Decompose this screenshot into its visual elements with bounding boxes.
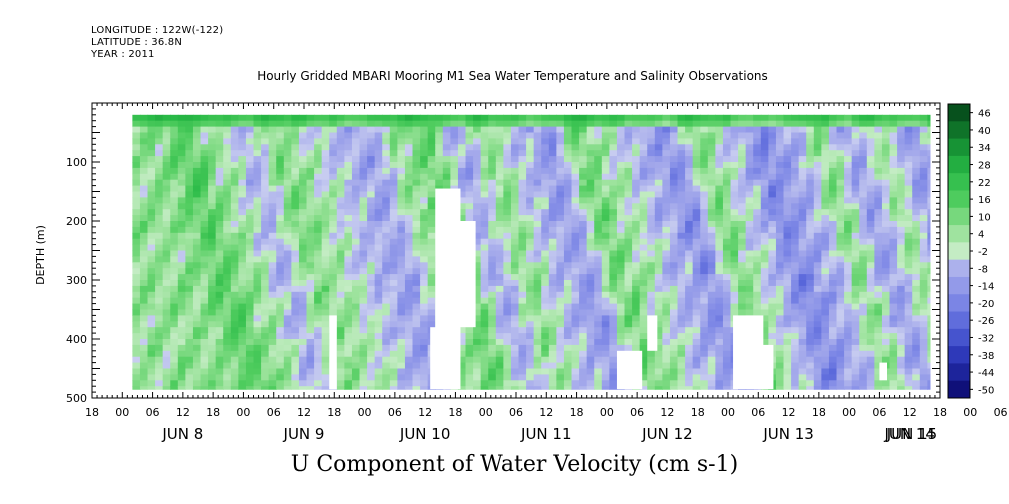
x-hour-tick-label: 18: [570, 406, 584, 419]
x-day-label: JUN 12: [641, 425, 692, 443]
x-hour-tick-label: 06: [388, 406, 402, 419]
axes: 18 00 06 12 18 00 06 12 18 00 06 12 18 00 06 12 18 00 06 12…: [66, 102, 1008, 443]
x-hour-tick-label: 06: [751, 406, 765, 419]
x-hour-tick-label: 18: [691, 406, 705, 419]
colorbar-label: -32: [978, 333, 994, 344]
x-hour-tick-label: 12: [176, 406, 190, 419]
colorbar-swatch: [948, 207, 970, 226]
colorbar-swatch: [948, 242, 970, 261]
chart-title: Hourly Gridded MBARI Mooring M1 Sea Wate…: [257, 69, 768, 83]
x-hour-tick-label: 06: [509, 406, 523, 419]
colorbar-swatch: [948, 346, 970, 364]
colorbar-label: -38: [978, 351, 994, 362]
colorbar-label: 46: [978, 109, 991, 120]
data-gap-8: [879, 362, 887, 381]
x-hour-tick-label: 00: [963, 406, 977, 419]
colorbar-swatch: [948, 104, 970, 122]
y-tick-label: 200: [66, 215, 87, 228]
colorbar-label: 40: [978, 126, 991, 137]
colorbar-swatch: [948, 328, 970, 347]
x-hour-tick-label: 00: [721, 406, 735, 419]
colorbar-label: 28: [978, 161, 991, 172]
x-hour-tick-label: 18: [448, 406, 462, 419]
colorbar-swatch: [948, 173, 970, 191]
colorbar-label: 34: [978, 143, 991, 154]
data-gaps: [329, 188, 887, 390]
x-hour-tick-label: 00: [842, 406, 856, 419]
x-hour-tick-label: 18: [206, 406, 220, 419]
colorbar-swatch: [948, 259, 970, 278]
x-hour-tick-label: 12: [539, 406, 553, 419]
x-hour-tick-label: 18: [933, 406, 947, 419]
colorbar-label: -50: [978, 385, 994, 396]
x-day-label: JUN 10: [399, 425, 450, 443]
colorbar-swatch: [948, 276, 970, 295]
data-gap-3: [430, 327, 446, 390]
x-hour-tick-label: 00: [358, 406, 372, 419]
y-tick-label: 400: [66, 333, 87, 346]
colorbar-swatch: [948, 380, 970, 399]
x-hour-tick-label: 00: [479, 406, 493, 419]
colorbar-label: -26: [978, 316, 994, 327]
colorbar-swatch: [948, 311, 970, 330]
x-hour-tick-label: 18: [85, 406, 99, 419]
data-gap-5: [647, 315, 658, 351]
x-hour-tick-label: 00: [600, 406, 614, 419]
x-axis-title: U Component of Water Velocity (cm s-1): [290, 452, 739, 477]
x-hour-tick-label: 00: [115, 406, 129, 419]
x-hour-tick-label: 06: [872, 406, 886, 419]
y-tick-label: 100: [66, 156, 87, 169]
x-hour-tick-label: 06: [994, 406, 1008, 419]
colorbar-label: 4: [978, 230, 984, 241]
colorbar-swatch: [948, 225, 970, 243]
x-hour-tick-label: 12: [782, 406, 796, 419]
data-gap-0: [329, 315, 337, 390]
colorbar-swatch: [948, 363, 970, 382]
x-day-label: JUN 15: [886, 425, 937, 443]
x-day-label: JUN 14: [883, 425, 934, 443]
colorbar-label: -8: [978, 264, 988, 275]
longitude-label: LONGITUDE : 122W(-122): [91, 25, 224, 36]
colorbar-label: 10: [978, 212, 991, 223]
colorbar-label: -20: [978, 299, 994, 310]
colorbar-swatch: [948, 155, 970, 174]
y-axis-title: DEPTH (m): [34, 225, 47, 285]
x-hour-tick-label: 12: [418, 406, 432, 419]
x-hour-tick-label: 18: [327, 406, 341, 419]
x-day-label: JUN 8: [161, 425, 203, 443]
x-hour-tick-label: 12: [297, 406, 311, 419]
data-gap-7: [758, 344, 774, 390]
x-day-label: JUN 11: [520, 425, 571, 443]
colorbar-label: 16: [978, 195, 991, 206]
colorbar-swatch: [948, 121, 970, 140]
x-hour-tick-label: 06: [267, 406, 281, 419]
velocity-field: [132, 114, 931, 390]
x-day-label: JUN 9: [283, 425, 325, 443]
y-tick-label: 300: [66, 274, 87, 287]
colorbar-swatch: [948, 294, 970, 313]
colorbar: 46 40 34 28 22 16 10 4 -2 -8 -14 -20 -26 -32 -38 -44 -50: [947, 103, 994, 399]
colorbar-label: 22: [978, 178, 991, 189]
colorbar-swatch: [948, 138, 970, 157]
data-gap-4: [616, 350, 643, 390]
x-hour-tick-label: 12: [903, 406, 917, 419]
colorbar-label: -14: [978, 282, 994, 293]
x-day-label: JUN 13: [762, 425, 813, 443]
data-gap-2: [440, 221, 476, 328]
y-tick-label: 500: [66, 392, 87, 405]
x-hour-tick-label: 06: [146, 406, 160, 419]
colorbar-label: -44: [978, 368, 994, 379]
year-label: YEAR : 2011: [91, 49, 155, 60]
latitude-label: LATITUDE : 36.8N: [91, 37, 183, 48]
colorbar-label: -2: [978, 247, 988, 258]
colorbar-swatch: [948, 190, 970, 209]
x-hour-tick-label: 12: [660, 406, 674, 419]
x-hour-tick-label: 06: [630, 406, 644, 419]
x-hour-tick-label: 00: [236, 406, 250, 419]
x-hour-tick-label: 18: [812, 406, 826, 419]
